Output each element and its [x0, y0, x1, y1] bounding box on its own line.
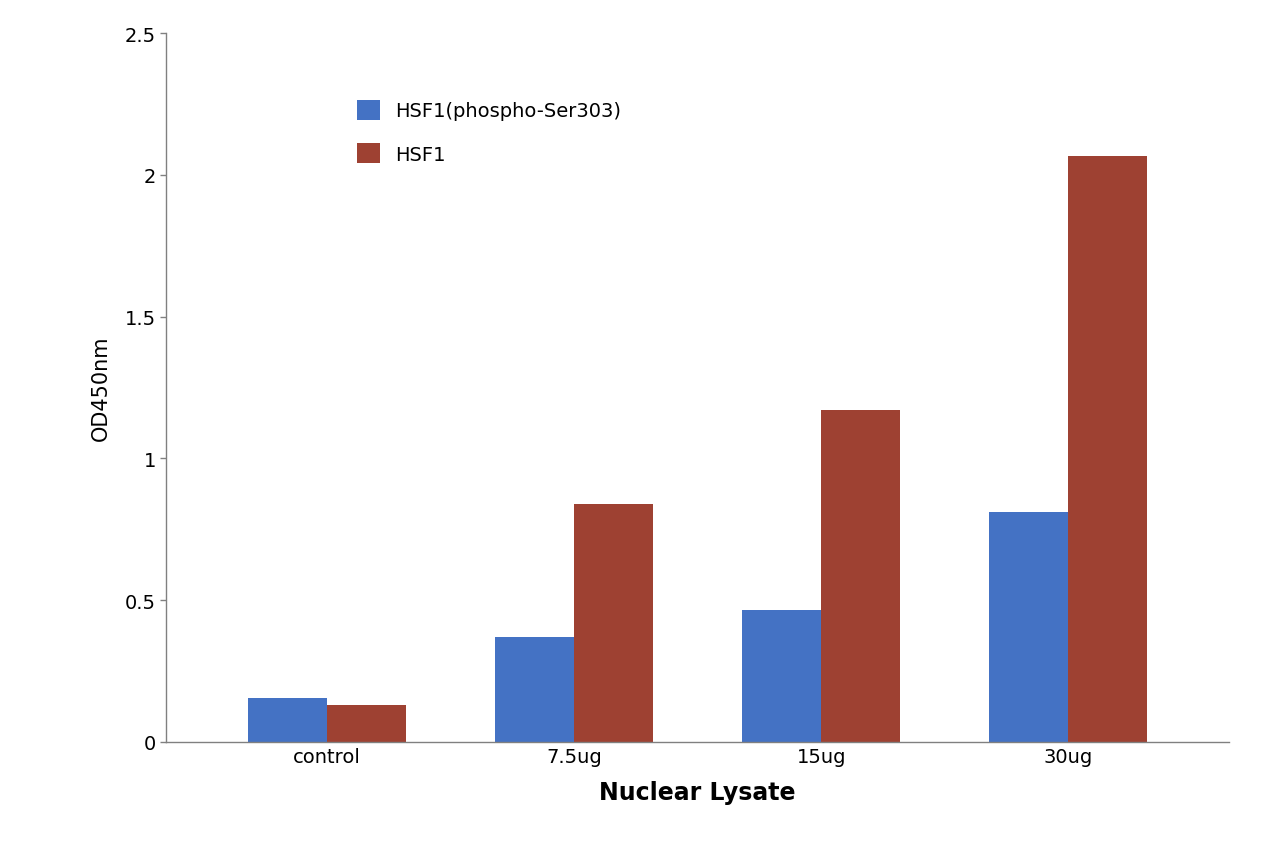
Bar [495, 637, 573, 742]
X-axis label: Nuclear Lysate: Nuclear Lysate [599, 780, 796, 804]
Y-axis label: OD450nm: OD450nm [91, 335, 111, 441]
Legend: HSF1(phospho-Ser303), HSF1: HSF1(phospho-Ser303), HSF1 [357, 101, 622, 165]
Bar [822, 411, 900, 742]
Bar [573, 504, 653, 742]
Bar [742, 611, 822, 742]
Bar [248, 699, 326, 742]
Bar [1069, 157, 1147, 742]
Bar [989, 513, 1069, 742]
Bar [326, 705, 406, 742]
